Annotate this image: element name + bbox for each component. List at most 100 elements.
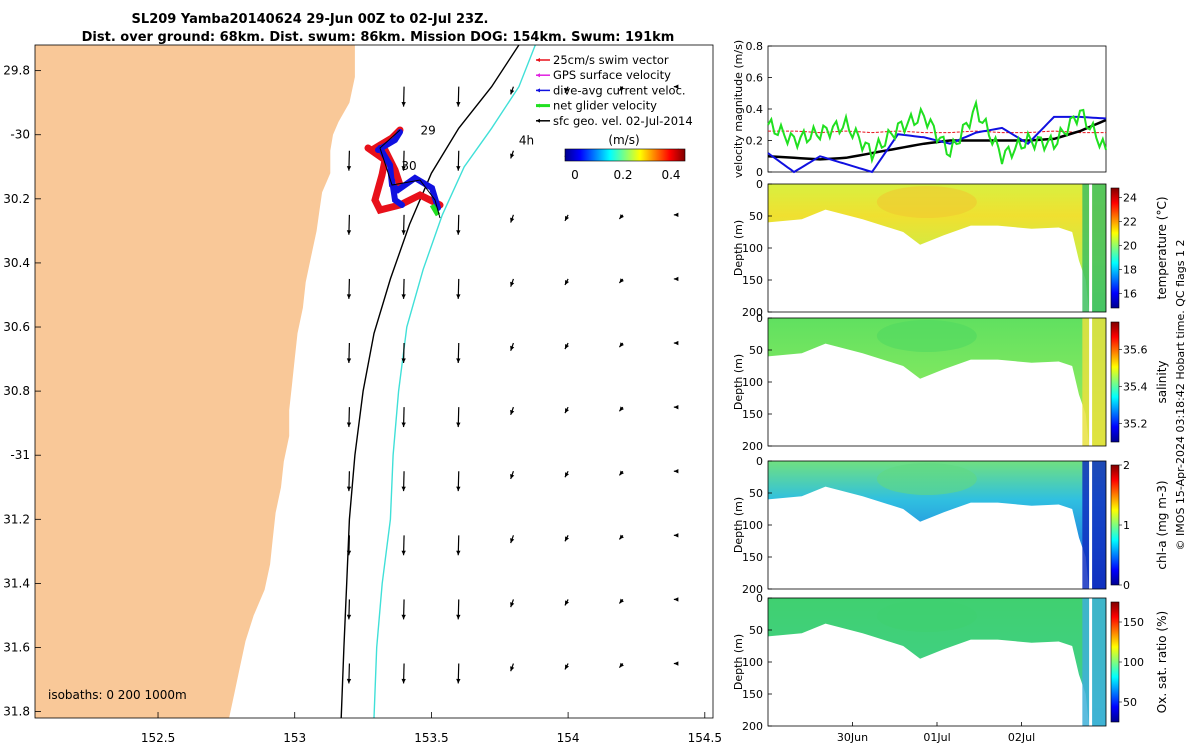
- section-y-label: Depth (m): [732, 354, 745, 410]
- section-end-profile: [1082, 318, 1106, 446]
- geo-vector-head: [456, 614, 461, 620]
- velocity-y-label: velocity magnitude (m/s): [732, 40, 745, 178]
- section-colorbar-tick-label: 24: [1123, 192, 1137, 205]
- glider-path: [379, 129, 441, 219]
- current-vectors-trail: [375, 129, 441, 211]
- geo-vector-head: [346, 678, 352, 684]
- credit-text: © IMOS 15-Apr-2024 03:18:42 Hobart time.…: [1174, 240, 1187, 551]
- legend-label: 25cm/s swim vector: [553, 53, 669, 67]
- glider-track: [364, 126, 444, 219]
- geo-vector-head: [673, 533, 679, 538]
- section-colorbar-tick-label: 35.4: [1123, 381, 1148, 394]
- map-x-ticks: 152.5 153 153.5 154 154.5: [141, 712, 722, 745]
- speed-colorbar-ticks: 0 0.2 0.4: [571, 168, 680, 182]
- section-colorbar-tick-label: 50: [1123, 696, 1137, 709]
- section-colorbar-tick-label: 18: [1123, 264, 1137, 277]
- geo-vector-head: [673, 212, 679, 218]
- geo-vector-head: [401, 358, 406, 363]
- geo-vector-head: [619, 342, 624, 348]
- section-data-field: [768, 461, 1106, 589]
- geo-vector-head: [564, 279, 569, 285]
- geo-vector-head: [510, 538, 515, 544]
- legend-label: sfc geo. vel. 02-Jul-2014: [553, 114, 693, 128]
- section-end-profile: [1082, 598, 1106, 726]
- section-end-gap: [1089, 461, 1093, 589]
- section-colorbar-tick-label: 2: [1123, 459, 1130, 472]
- legend-label: net glider velocity: [553, 99, 657, 113]
- map-day-label: 29: [420, 124, 435, 138]
- velocity-y-tick-label: 0.6: [746, 72, 764, 85]
- section-y-tick-label: 50: [749, 210, 763, 223]
- section-y-tick-label: 200: [742, 306, 763, 319]
- geo-vector-head: [346, 166, 352, 171]
- geo-vector-head: [510, 153, 515, 159]
- section-y-tick-label: 50: [749, 624, 763, 637]
- geo-vector-head: [456, 230, 461, 235]
- section-y-tick-label: 100: [742, 242, 763, 255]
- geo-vector-head: [456, 486, 461, 492]
- section-data-field: [768, 184, 1106, 312]
- velocity-line: [767, 98, 1107, 165]
- geo-vector-head: [673, 276, 679, 282]
- geo-vector-head: [401, 486, 406, 492]
- section-data-field: [768, 598, 1106, 726]
- geo-vector-head: [619, 470, 624, 476]
- section-y-tick-label: 200: [742, 720, 763, 733]
- map-frame: [34, 44, 714, 719]
- section-panels: 0 50 100 150 200 Depth (m) 16 18 20 22 24 temperatu…: [732, 178, 1169, 744]
- section-colorbar-tick-label: 20: [1123, 240, 1137, 253]
- geo-vector-head: [456, 678, 461, 684]
- geo-vector-head: [346, 486, 352, 492]
- speed-colorbar-tick-label: 0.4: [661, 168, 680, 182]
- velocity-y-tick-label: 0.2: [746, 135, 764, 148]
- section-y-tick-label: 0: [756, 312, 763, 325]
- geo-vector-head: [346, 230, 352, 235]
- map-y-tick-label: 31.4: [3, 576, 30, 590]
- legend-arrowhead: [536, 103, 540, 108]
- section-data-field: [768, 318, 1106, 446]
- isobath-legend: isobaths: 0 200 1000m: [48, 688, 187, 702]
- section-x-tick-label: 30Jun: [837, 731, 868, 744]
- legend-arrowhead: [536, 118, 540, 123]
- section-y-tick-label: 50: [749, 344, 763, 357]
- velocity-y-tick-label: 0.8: [746, 40, 764, 53]
- geo-vector-head: [564, 87, 569, 93]
- geo-vector-head: [510, 409, 515, 415]
- geo-vector-head: [510, 345, 515, 351]
- section-colorbar-label: temperature (°C): [1155, 197, 1169, 300]
- legend-arrowhead: [536, 88, 540, 93]
- section-colorbar-tick-label: 100: [1123, 656, 1144, 669]
- section-colorbar-tick-label: 150: [1123, 616, 1144, 629]
- section-colorbar-tick-label: 22: [1123, 216, 1137, 229]
- geo-vector-head: [510, 473, 515, 479]
- section-colorbar: [1110, 464, 1120, 586]
- velocity-y-ticks: 0 0.2 0.4 0.6 0.8: [746, 40, 772, 179]
- map-y-tick-label: 29.8: [3, 64, 30, 78]
- geo-vector-head: [619, 214, 624, 219]
- geo-vector-head: [401, 550, 406, 556]
- legend-label: GPS surface velocity: [553, 68, 671, 82]
- geo-vector-head: [510, 217, 515, 223]
- geo-vector-head: [564, 344, 569, 350]
- geo-vector-head: [401, 166, 406, 171]
- section-colorbar-tick-label: 16: [1123, 288, 1137, 301]
- section-y-tick-label: 100: [742, 656, 763, 669]
- section-surface-patch: [876, 186, 977, 218]
- geo-vector-head: [510, 281, 515, 287]
- section-colorbar-label: chl-a (mg m-3): [1155, 480, 1169, 569]
- geo-vector-head: [346, 294, 352, 299]
- velocity-frame: [767, 45, 1107, 173]
- geo-vector-head: [673, 597, 679, 602]
- map-panel: 152.5 153 153.5 154 154.5 29.8 -30 30.2 30.4 30.…: [3, 44, 722, 745]
- section-colorbar-label: Ox. sat. ratio (%): [1155, 611, 1169, 713]
- geo-vector-head: [456, 550, 461, 556]
- title-line-1: SL209 Yamba20140624 29-Jun 00Z to 02-Jul…: [132, 12, 489, 27]
- geo-vector-head: [401, 294, 406, 299]
- velocity-series: [767, 98, 1107, 174]
- geo-vector-head: [619, 598, 624, 604]
- map-y-tick-label: 31.8: [3, 705, 30, 719]
- geo-vector-head: [564, 472, 569, 478]
- geo-vector-head: [619, 662, 624, 668]
- section-temperature: 0 50 100 150 200 Depth (m) 16 18 20 22 24 temperatu…: [732, 178, 1169, 319]
- geo-vector-head: [564, 408, 569, 414]
